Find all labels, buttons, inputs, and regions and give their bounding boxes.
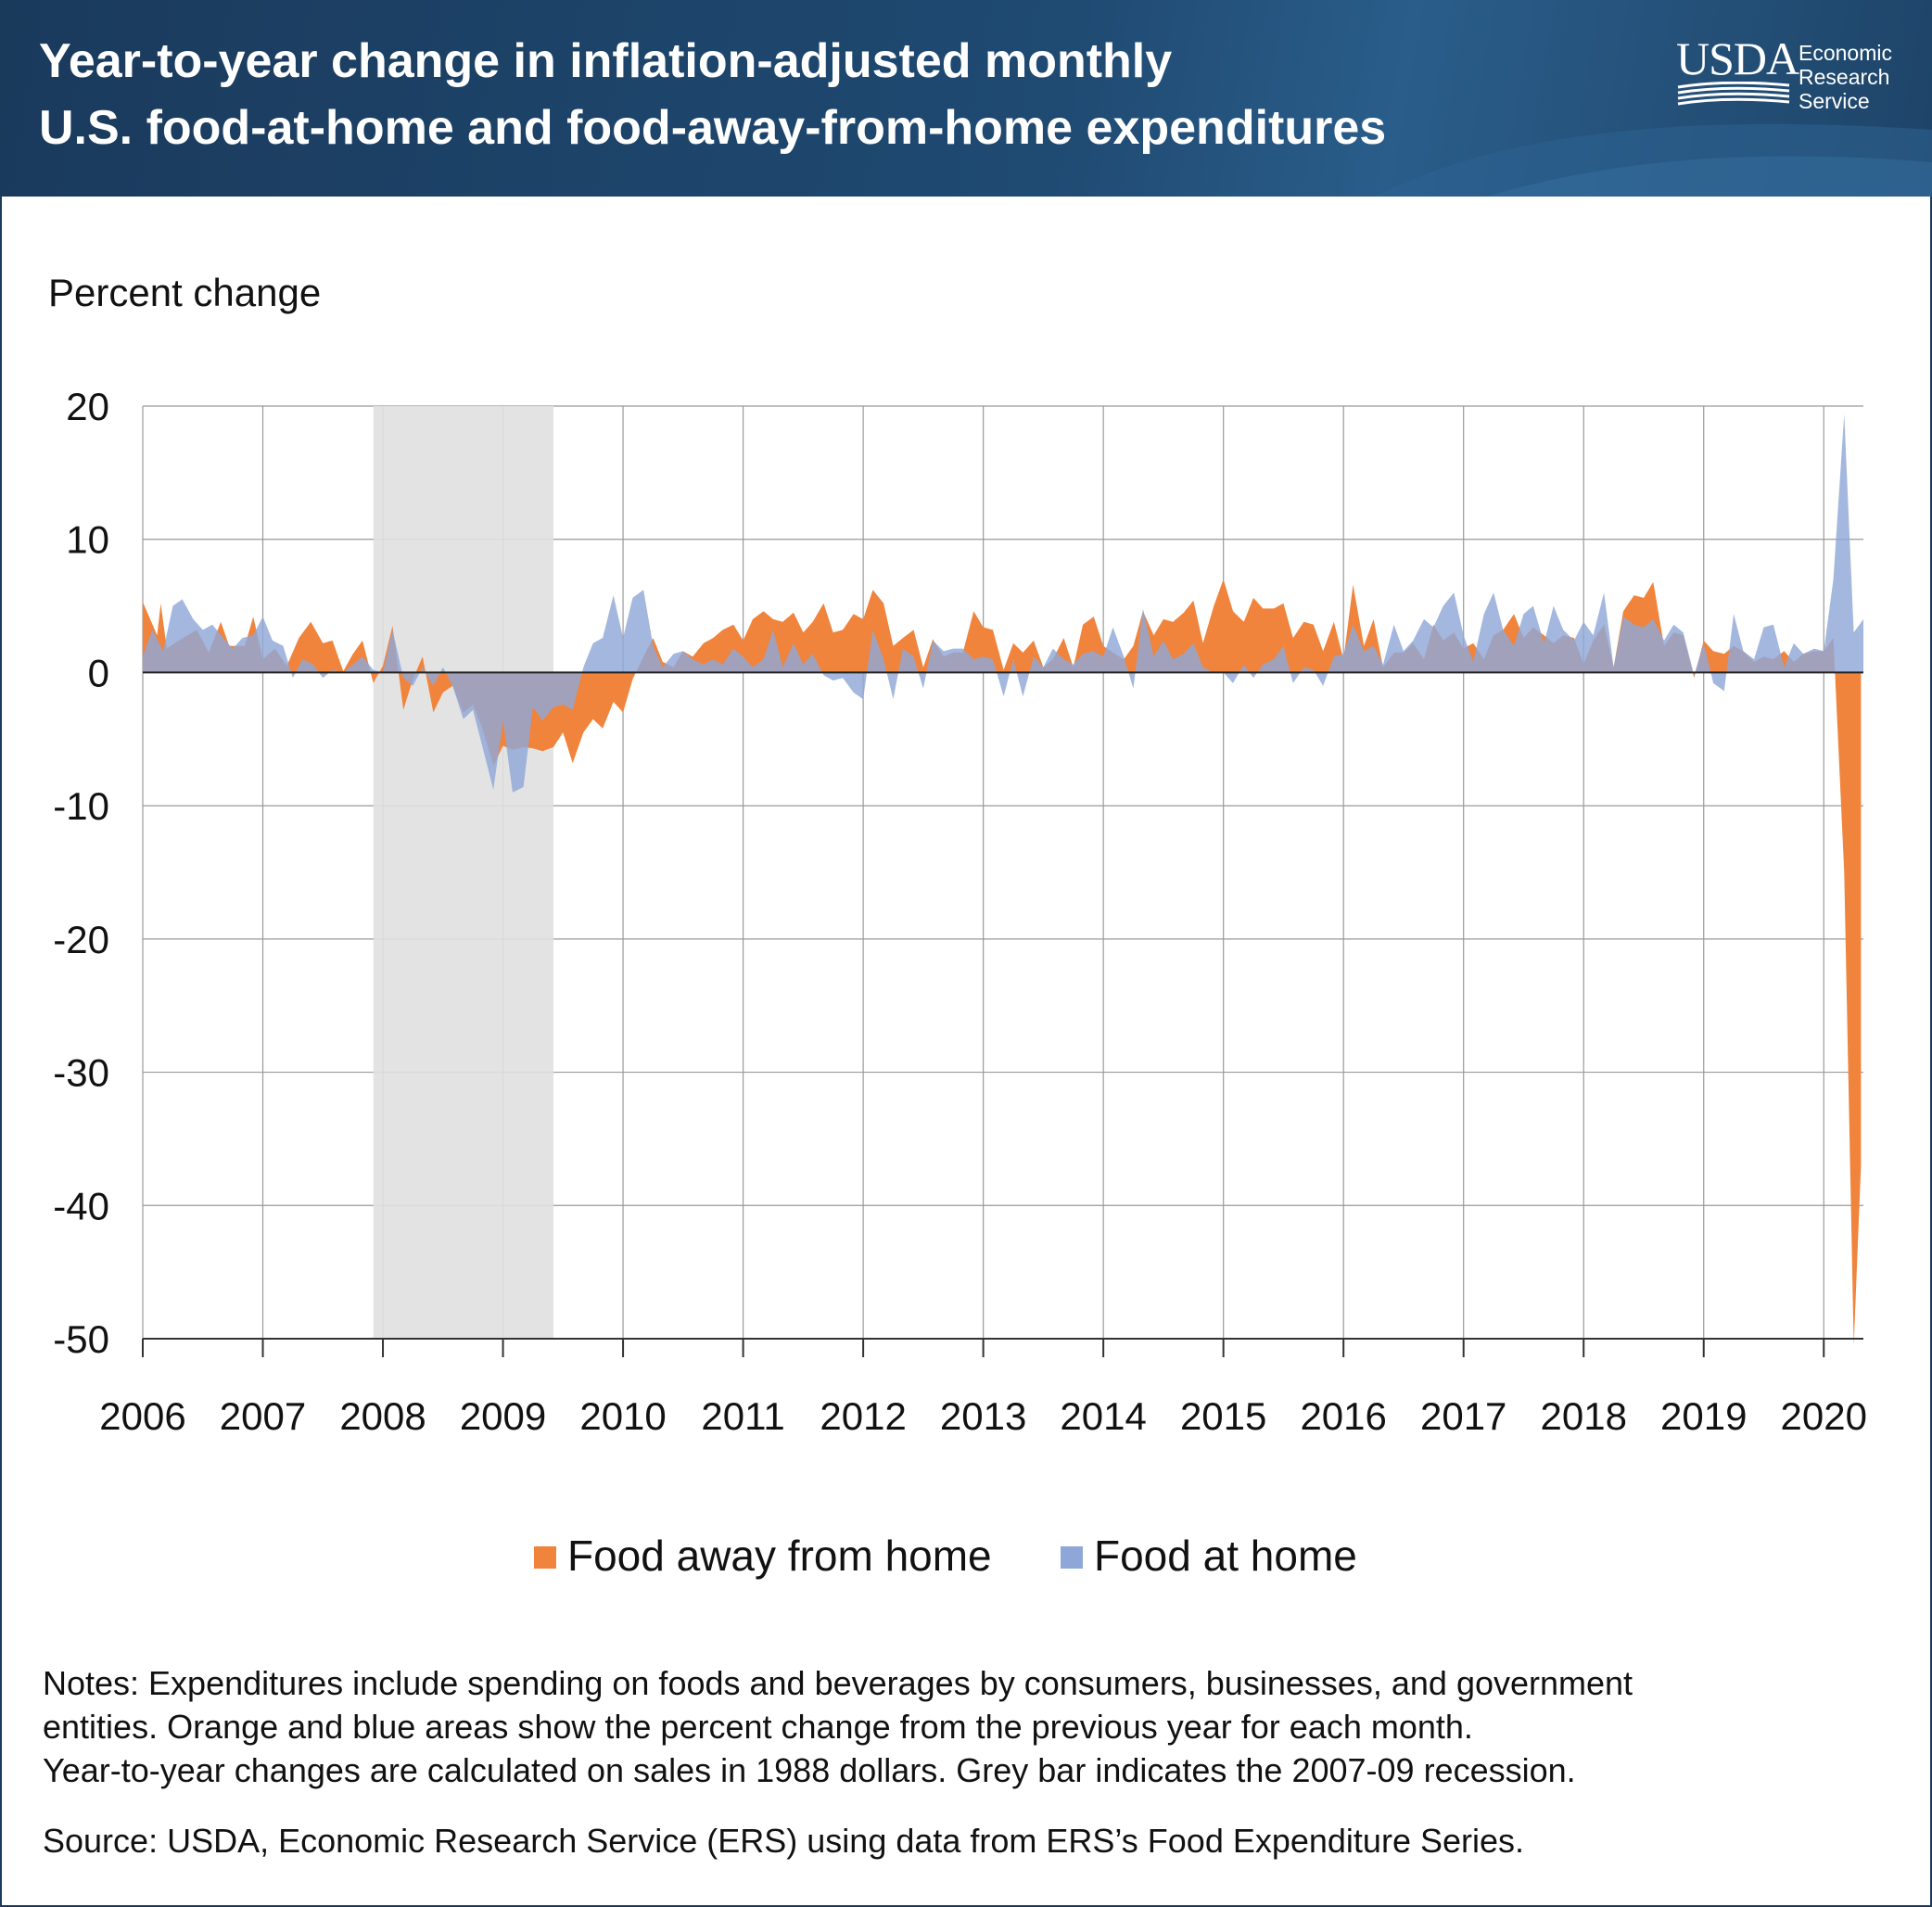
y-tick-label: 10 [66,518,109,562]
y-tick-label: 20 [66,385,109,428]
y-tick-label: -30 [53,1051,109,1095]
header-banner: Year-to-year change in inflation-adjuste… [0,0,1932,197]
x-tick-label: 2017 [1420,1394,1506,1438]
x-tick-label: 2014 [1060,1394,1146,1438]
notes-line-1: Notes: Expenditures include spending on … [43,1664,1633,1702]
usda-logo-text: USDA [1676,32,1799,84]
x-tick-labels: 2006 2007 2008 2009 2010 2011 2012 2013 2014 2015… [99,1394,1867,1438]
legend: Food away from home Food at home [534,1532,1357,1580]
x-gridlines [142,406,1825,1357]
x-tick-label: 2011 [701,1394,784,1438]
legend-label-food-away: Food away from home [567,1532,992,1580]
y-tick-label: -10 [53,784,109,828]
chart-source: Source: USDA, Economic Research Service … [43,1822,1525,1860]
agency-line-3: Service [1799,89,1870,113]
agency-line-1: Economic [1799,41,1892,65]
agency-name: Economic Research Service [1799,41,1892,113]
y-tick-label: -40 [53,1184,109,1227]
legend-swatch-food-away [534,1546,556,1569]
y-tick-label: -50 [53,1317,109,1361]
x-tick-label: 2016 [1300,1394,1386,1438]
agency-line-2: Research [1799,65,1890,89]
recession-shading [373,406,553,1339]
usda-ers-logo: USDA Economic Research Service [1676,35,1908,128]
y-axis-label: Percent change [48,271,321,314]
x-tick-label: 2010 [579,1394,666,1438]
notes-line-3: Year-to-year changes are calculated on s… [43,1751,1576,1789]
series-areas [143,413,1863,1346]
x-tick-label: 2019 [1660,1394,1747,1438]
x-tick-label: 2006 [99,1394,185,1438]
x-tick-label: 2013 [940,1394,1026,1438]
legend-swatch-food-home [1061,1546,1083,1569]
x-tick-label: 2012 [820,1394,906,1438]
x-tick-label: 2020 [1781,1394,1867,1438]
y-tick-label: -20 [53,918,109,961]
legend-label-food-home: Food at home [1094,1532,1357,1580]
chart-notes: Notes: Expenditures include spending on … [43,1661,1906,1792]
title-line-2: U.S. food-at-home and food-away-from-hom… [39,101,1387,155]
x-tick-label: 2007 [220,1394,306,1438]
x-tick-label: 2009 [460,1394,546,1438]
header-wave-decoration [1376,123,1932,197]
zero-line [143,671,1863,1340]
usda-field-icon [1677,82,1790,106]
x-tick-label: 2015 [1180,1394,1266,1438]
notes-line-2: entities. Orange and blue areas show the… [43,1708,1473,1746]
x-tick-label: 2018 [1541,1394,1627,1438]
x-tick-label: 2008 [339,1394,426,1438]
area-food-at-home [143,413,1863,793]
title-line-1: Year-to-year change in inflation-adjuste… [39,34,1173,88]
y-tick-label: 0 [88,651,109,694]
area-food-away-from-home [143,578,1862,1346]
chart-title: Year-to-year change in inflation-adjuste… [39,28,1615,161]
y-tick-labels: 20 10 0 -10 -20 -30 -40 -50 [53,385,109,1361]
